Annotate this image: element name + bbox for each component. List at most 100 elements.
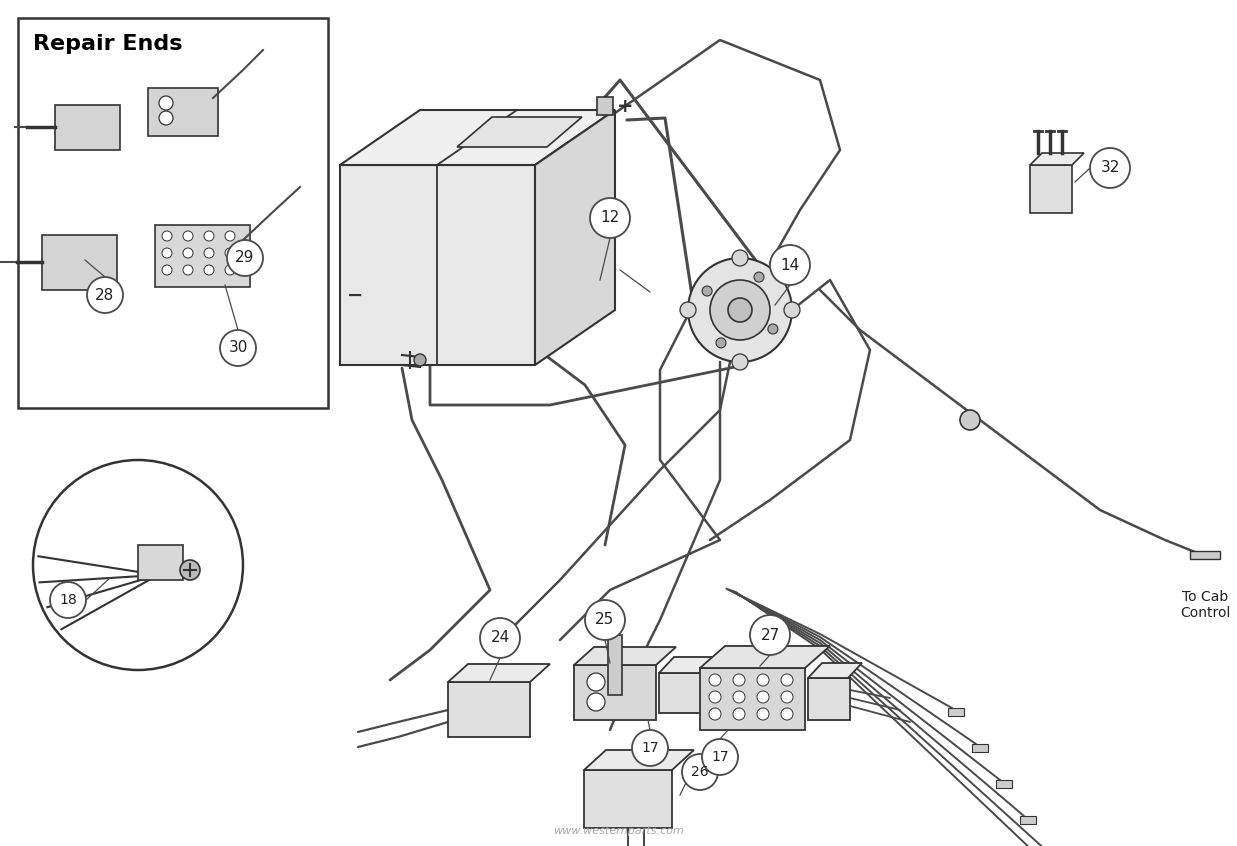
Bar: [700, 668, 805, 730]
Circle shape: [734, 674, 745, 686]
Bar: [340, 165, 534, 365]
Circle shape: [183, 248, 193, 258]
Polygon shape: [584, 750, 694, 770]
Circle shape: [709, 674, 721, 686]
Bar: [808, 678, 850, 720]
Bar: [19, 18, 328, 408]
Circle shape: [757, 691, 769, 703]
Bar: [996, 780, 1012, 788]
Circle shape: [734, 708, 745, 720]
Circle shape: [162, 248, 172, 258]
Circle shape: [781, 674, 793, 686]
Bar: [155, 225, 250, 287]
Circle shape: [480, 618, 520, 658]
Text: 28: 28: [95, 288, 115, 303]
Text: 17: 17: [641, 741, 659, 755]
Bar: [139, 545, 183, 580]
Text: 26: 26: [691, 765, 709, 779]
Circle shape: [588, 673, 605, 691]
Bar: [948, 708, 964, 716]
Circle shape: [49, 582, 87, 618]
Circle shape: [755, 272, 764, 282]
Text: 25: 25: [595, 613, 615, 628]
Bar: [609, 635, 622, 695]
Bar: [42, 235, 118, 290]
Circle shape: [160, 111, 173, 125]
Circle shape: [632, 730, 668, 766]
Bar: [448, 682, 529, 737]
Text: Repair Ends: Repair Ends: [33, 34, 183, 54]
Bar: [54, 105, 120, 150]
Circle shape: [709, 691, 721, 703]
Circle shape: [590, 198, 630, 238]
Circle shape: [225, 265, 235, 275]
Text: To Cab
Control: To Cab Control: [1180, 590, 1230, 620]
Circle shape: [732, 354, 748, 370]
Circle shape: [585, 600, 625, 640]
Text: 30: 30: [229, 340, 247, 355]
Circle shape: [732, 250, 748, 266]
Text: 24: 24: [490, 630, 510, 645]
Bar: [972, 744, 988, 752]
Circle shape: [588, 693, 605, 711]
Bar: [1021, 816, 1037, 824]
Circle shape: [769, 245, 810, 285]
Circle shape: [1090, 148, 1131, 188]
Circle shape: [162, 265, 172, 275]
Circle shape: [757, 708, 769, 720]
Text: +: +: [617, 97, 633, 117]
Circle shape: [225, 231, 235, 241]
Text: 29: 29: [235, 250, 255, 266]
Circle shape: [709, 708, 721, 720]
Circle shape: [768, 324, 778, 334]
Text: www.westernparts.com: www.westernparts.com: [553, 826, 683, 836]
Circle shape: [204, 248, 214, 258]
Polygon shape: [574, 647, 675, 665]
Circle shape: [682, 754, 717, 790]
Text: 18: 18: [59, 593, 77, 607]
Polygon shape: [456, 117, 581, 147]
Circle shape: [204, 265, 214, 275]
Circle shape: [162, 231, 172, 241]
Circle shape: [960, 410, 980, 430]
Bar: [584, 770, 672, 828]
Circle shape: [225, 248, 235, 258]
Circle shape: [781, 708, 793, 720]
Circle shape: [734, 691, 745, 703]
Polygon shape: [700, 646, 830, 668]
Circle shape: [228, 240, 263, 276]
Polygon shape: [659, 657, 719, 673]
Circle shape: [729, 298, 752, 322]
Bar: [659, 673, 704, 713]
Bar: [1190, 551, 1220, 559]
Circle shape: [414, 354, 426, 366]
Circle shape: [703, 286, 713, 296]
Circle shape: [710, 280, 769, 340]
Polygon shape: [1030, 153, 1084, 165]
Text: −: −: [346, 285, 364, 305]
Text: 14: 14: [781, 257, 799, 272]
Text: 27: 27: [761, 628, 779, 642]
Circle shape: [33, 460, 242, 670]
Circle shape: [160, 96, 173, 110]
Circle shape: [204, 231, 214, 241]
Bar: [1030, 165, 1072, 213]
Polygon shape: [340, 110, 615, 165]
Circle shape: [716, 338, 726, 348]
Circle shape: [750, 615, 790, 655]
Circle shape: [680, 302, 696, 318]
Circle shape: [781, 691, 793, 703]
Circle shape: [183, 231, 193, 241]
Polygon shape: [808, 663, 862, 678]
Circle shape: [757, 674, 769, 686]
Bar: [148, 88, 218, 136]
Polygon shape: [448, 664, 550, 682]
Circle shape: [688, 258, 792, 362]
Circle shape: [87, 277, 122, 313]
Circle shape: [220, 330, 256, 366]
Text: 12: 12: [600, 211, 620, 226]
Circle shape: [784, 302, 800, 318]
Bar: [574, 665, 656, 720]
Text: 32: 32: [1101, 161, 1119, 175]
Circle shape: [183, 265, 193, 275]
